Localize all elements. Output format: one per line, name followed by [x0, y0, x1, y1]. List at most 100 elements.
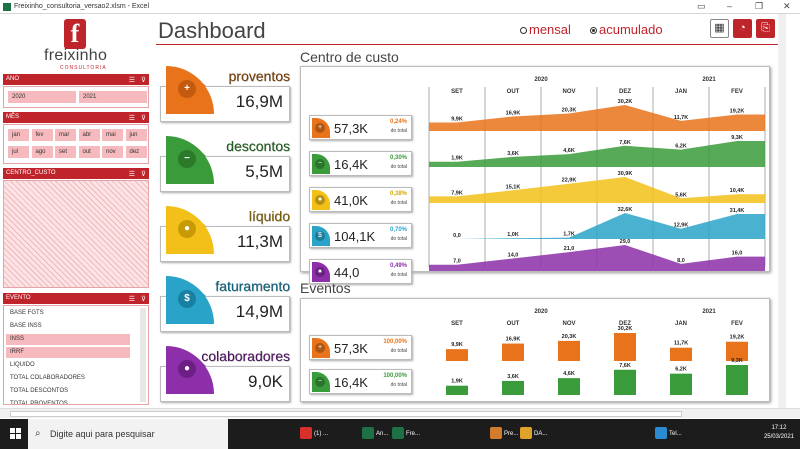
data-label: 16,0: [732, 251, 743, 257]
slicer-item-month[interactable]: mar: [55, 129, 76, 141]
bar-chart: 2020 2021 SET OUT NOV DEZ JAN FEV 9,9K 1,9K 16,9K 3…: [446, 309, 748, 395]
close-button[interactable]: ✕: [783, 1, 791, 11]
vertical-scrollbar[interactable]: [778, 14, 786, 408]
slicer-scrollbar[interactable]: [140, 308, 146, 402]
data-label: 0,0: [453, 233, 461, 239]
kpi-icon: ●: [178, 220, 196, 238]
taskbar-app[interactable]: Fre...: [392, 425, 420, 443]
horizontal-scrollbar[interactable]: [0, 408, 800, 418]
ribbon-display-icon[interactable]: ▭: [697, 1, 706, 11]
kpi-value: 5,5M: [245, 162, 283, 181]
data-label: 29,0: [620, 239, 631, 245]
taskbar-app-label: An...: [376, 431, 389, 437]
radio-mensal[interactable]: mensal: [520, 22, 571, 37]
slicer-item-month[interactable]: fev: [31, 129, 53, 141]
search-icon: ⌕: [35, 428, 41, 439]
eventos-title: Eventos: [300, 280, 351, 296]
multiselect-icon[interactable]: ☰: [128, 296, 135, 303]
slicer-item-2020[interactable]: 2020: [8, 91, 76, 103]
category-label: JAN: [675, 89, 687, 95]
clear-filter-icon[interactable]: ⊽: [140, 171, 146, 178]
bar-top: [502, 343, 524, 361]
taskbar-search[interactable]: ⌕ Digite aqui para pesquisar: [28, 419, 228, 449]
clear-filter-icon[interactable]: ⊽: [140, 77, 146, 84]
kpi-icon: −: [178, 150, 196, 168]
multiselect-icon[interactable]: ☰: [128, 171, 135, 178]
taskbar-app[interactable]: Pre...: [490, 425, 518, 443]
chart-view-button[interactable]: ◔: [733, 19, 752, 38]
radio-acumulado[interactable]: acumulado: [590, 22, 663, 37]
bar-top: [446, 349, 468, 361]
category-label: OUT: [507, 89, 520, 95]
slicer-centro-header: CENTRO_CUSTO ☰ ⊽: [3, 168, 149, 179]
mini-icon: ●: [312, 262, 330, 282]
taskbar-app[interactable]: (1) ...: [300, 425, 328, 443]
area-series-0: [429, 105, 765, 131]
slicer-evento-item[interactable]: INSS: [6, 334, 130, 345]
slicer-item-month[interactable]: ago: [31, 146, 53, 158]
mini-pct: 100,00%: [383, 339, 407, 345]
taskbar-app[interactable]: DA...: [520, 425, 547, 443]
kpi-label: líquido: [248, 208, 290, 224]
slicer-item-2021[interactable]: 2021: [79, 91, 147, 103]
data-label: 11,7K: [674, 341, 688, 347]
multiselect-icon[interactable]: ☰: [128, 77, 135, 84]
table-view-button[interactable]: ▦: [710, 19, 729, 38]
data-label: 6,2K: [675, 367, 687, 373]
slicer-evento-item[interactable]: BASE FGTS: [10, 310, 44, 316]
slicer-evento-item[interactable]: TOTAL PROVENTOS: [10, 401, 68, 405]
mini-kpi: ● 44,0 0,49% do total: [309, 259, 412, 284]
data-label: 6,2K: [675, 144, 687, 150]
windows-start-icon[interactable]: [10, 428, 22, 440]
slicer-evento-item[interactable]: TOTAL COLABORADORES: [10, 375, 85, 381]
slicer-evento-item[interactable]: LIQUIDO: [10, 362, 35, 368]
year-label: 2021: [702, 309, 716, 315]
slicer-item-month[interactable]: jun: [125, 129, 147, 141]
slicer-item-month[interactable]: nov: [102, 146, 123, 158]
slicer-item-month[interactable]: dez: [125, 146, 147, 158]
taskbar-app[interactable]: An...: [362, 425, 388, 443]
clear-filter-icon[interactable]: ⊽: [140, 296, 146, 303]
slicer-evento-item[interactable]: TOTAL DESCONTOS: [10, 388, 69, 394]
mini-value: 57,3K: [334, 341, 368, 356]
report-view-button[interactable]: ⎘: [756, 19, 775, 38]
radio-acumulado-dot[interactable]: [590, 27, 597, 35]
scroll-thumb[interactable]: [10, 411, 682, 417]
centro-custo-title: Centro de custo: [300, 49, 399, 65]
slicer-item-month[interactable]: jan: [8, 129, 29, 141]
slicer-mes-title: MÊS: [6, 114, 20, 120]
mini-pct-label: do total: [390, 382, 407, 388]
taskbar-app-label: Pre...: [504, 431, 519, 437]
slicer-evento-item[interactable]: IRRF: [6, 347, 130, 358]
data-label: 9,9K: [451, 342, 463, 348]
clear-filter-icon[interactable]: ⊽: [140, 115, 146, 122]
slicer-item-month[interactable]: jul: [8, 146, 29, 158]
slicer-item-month[interactable]: mai: [102, 129, 123, 141]
multiselect-icon[interactable]: ☰: [128, 115, 135, 122]
slicer-ano: 2020 2021: [3, 86, 149, 108]
slicer-evento-item[interactable]: BASE INSS: [10, 323, 42, 329]
mini-icon-glyph: ●: [315, 195, 325, 205]
data-label: 3,6K: [507, 151, 519, 157]
slicer-item-month[interactable]: set: [55, 146, 76, 158]
kpi-value: 14,9M: [235, 302, 283, 321]
taskbar-clock[interactable]: 17:12 25/03/2021: [764, 424, 794, 442]
restore-button[interactable]: ❐: [755, 1, 764, 11]
bar-bottom: [558, 378, 580, 395]
taskbar-app[interactable]: Tel...: [655, 425, 682, 443]
data-label: 8,0: [677, 258, 685, 264]
data-label: 7,9K: [451, 190, 463, 196]
bar-top: [558, 340, 580, 361]
mini-pct-label: do total: [390, 236, 407, 242]
mini-kpi: ● 41,0K 0,38% do total: [309, 187, 412, 212]
slicer-mes: jan fev mar abr mai jun jul ago set out nov dez: [3, 124, 149, 164]
mini-icon: $: [312, 226, 330, 246]
radio-mensal-dot[interactable]: [520, 27, 527, 35]
minimize-button[interactable]: –: [727, 1, 733, 11]
slicer-item-month[interactable]: out: [78, 146, 100, 158]
data-label: 21,0: [564, 246, 575, 252]
year-label: 2020: [534, 309, 548, 315]
slicer-item-month[interactable]: abr: [78, 129, 100, 141]
mini-icon-glyph: −: [315, 159, 325, 169]
title-bar: Freixinho_consultoria_versao2.xlsm - Exc…: [0, 0, 800, 14]
